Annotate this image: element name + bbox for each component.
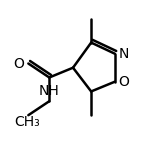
Text: CH₃: CH₃ <box>14 115 40 129</box>
Text: NH: NH <box>39 84 60 98</box>
Text: O: O <box>13 57 24 70</box>
Text: N: N <box>118 47 129 61</box>
Text: O: O <box>118 75 129 89</box>
